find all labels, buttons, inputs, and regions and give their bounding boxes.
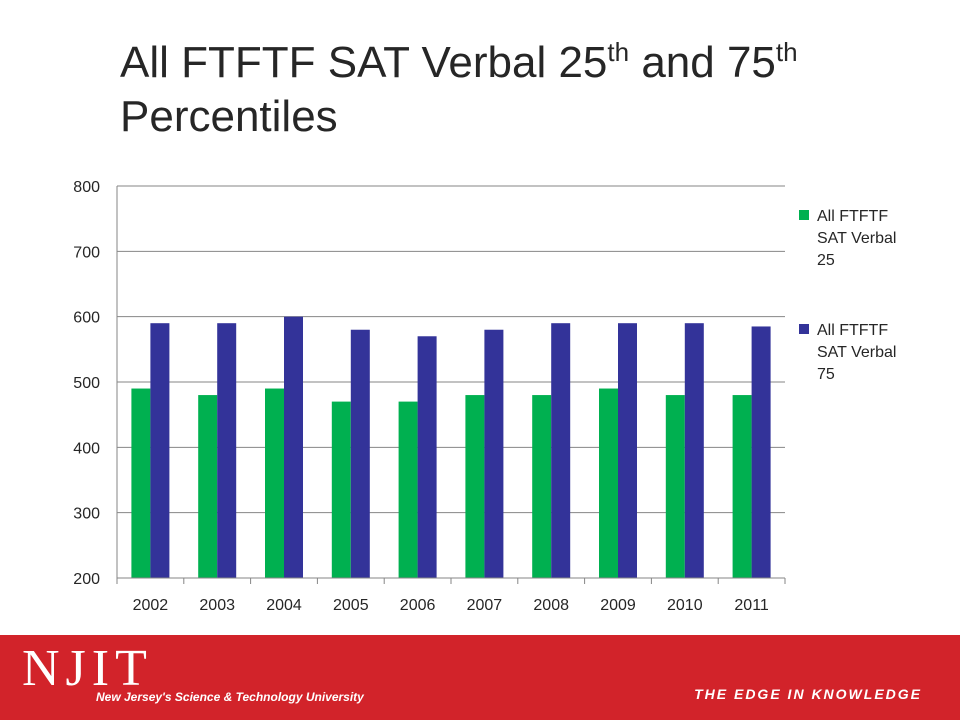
- bar-p25: [265, 388, 284, 578]
- bar-p25: [398, 401, 418, 578]
- x-tick-label: 2007: [467, 597, 503, 614]
- title-text-line2: Percentiles: [120, 92, 338, 141]
- x-tick-label: 2009: [600, 597, 636, 614]
- bar-p25: [331, 401, 351, 578]
- legend-label: SAT Verbal: [817, 230, 896, 247]
- legend-label: SAT Verbal: [817, 344, 896, 361]
- legend-swatch: [799, 324, 809, 334]
- bar-p75: [551, 323, 571, 578]
- y-tick-label: 800: [73, 179, 100, 196]
- bar-p25: [131, 388, 151, 578]
- bar-p25: [665, 395, 685, 578]
- y-tick-label: 500: [73, 375, 100, 392]
- y-tick-label: 400: [73, 440, 100, 457]
- legend-label: All FTFTF: [817, 208, 888, 225]
- y-tick-label: 200: [73, 571, 100, 588]
- x-tick-label: 2005: [333, 597, 369, 614]
- bar-p75: [284, 316, 303, 578]
- x-tick-label: 2008: [533, 597, 569, 614]
- bar-p75: [484, 329, 504, 578]
- x-tick-label: 2004: [266, 597, 302, 614]
- legend-swatch: [799, 210, 809, 220]
- logo-subtitle: New Jersey's Science & Technology Univer…: [96, 690, 364, 704]
- title-text-part1: All FTFTF SAT Verbal 25: [120, 38, 608, 87]
- bar-p25: [198, 395, 218, 578]
- bar-p75: [684, 323, 704, 578]
- bar-p25: [465, 395, 485, 578]
- y-tick-label: 300: [73, 506, 100, 523]
- bar-p25: [532, 395, 552, 578]
- y-tick-label: 700: [73, 244, 100, 261]
- x-tick-label: 2010: [667, 597, 703, 614]
- bar-p75: [217, 323, 237, 578]
- legend-label: All FTFTF: [817, 322, 888, 339]
- title-text-part2: and 75: [629, 38, 776, 87]
- bar-p75: [150, 323, 170, 578]
- slide-title: All FTFTF SAT Verbal 25th and 75th Perce…: [120, 36, 940, 144]
- title-superscript-2: th: [775, 37, 798, 67]
- legend-label: 25: [817, 252, 835, 269]
- bar-p75: [618, 323, 637, 578]
- x-tick-label: 2011: [734, 597, 769, 614]
- title-superscript-1: th: [607, 37, 630, 67]
- x-tick-label: 2002: [133, 597, 169, 614]
- tagline: THE EDGE IN KNOWLEDGE: [694, 686, 922, 702]
- bar-p75: [417, 336, 437, 578]
- bar-chart: 200 300 400 500 600 700 800 2002 2003 2004 2005 200…: [73, 179, 896, 614]
- footer-banner: NJIT New Jersey's Science & Technology U…: [0, 635, 960, 720]
- bar-p25: [599, 388, 618, 578]
- x-tick-label: 2003: [199, 597, 235, 614]
- bar-p25: [732, 395, 752, 578]
- y-tick-label: 600: [73, 310, 100, 327]
- bar-p75: [350, 329, 370, 578]
- x-tick-label: 2006: [400, 597, 436, 614]
- legend-label: 75: [817, 366, 835, 383]
- njit-logo: NJIT: [22, 640, 153, 697]
- bar-p75: [751, 326, 771, 578]
